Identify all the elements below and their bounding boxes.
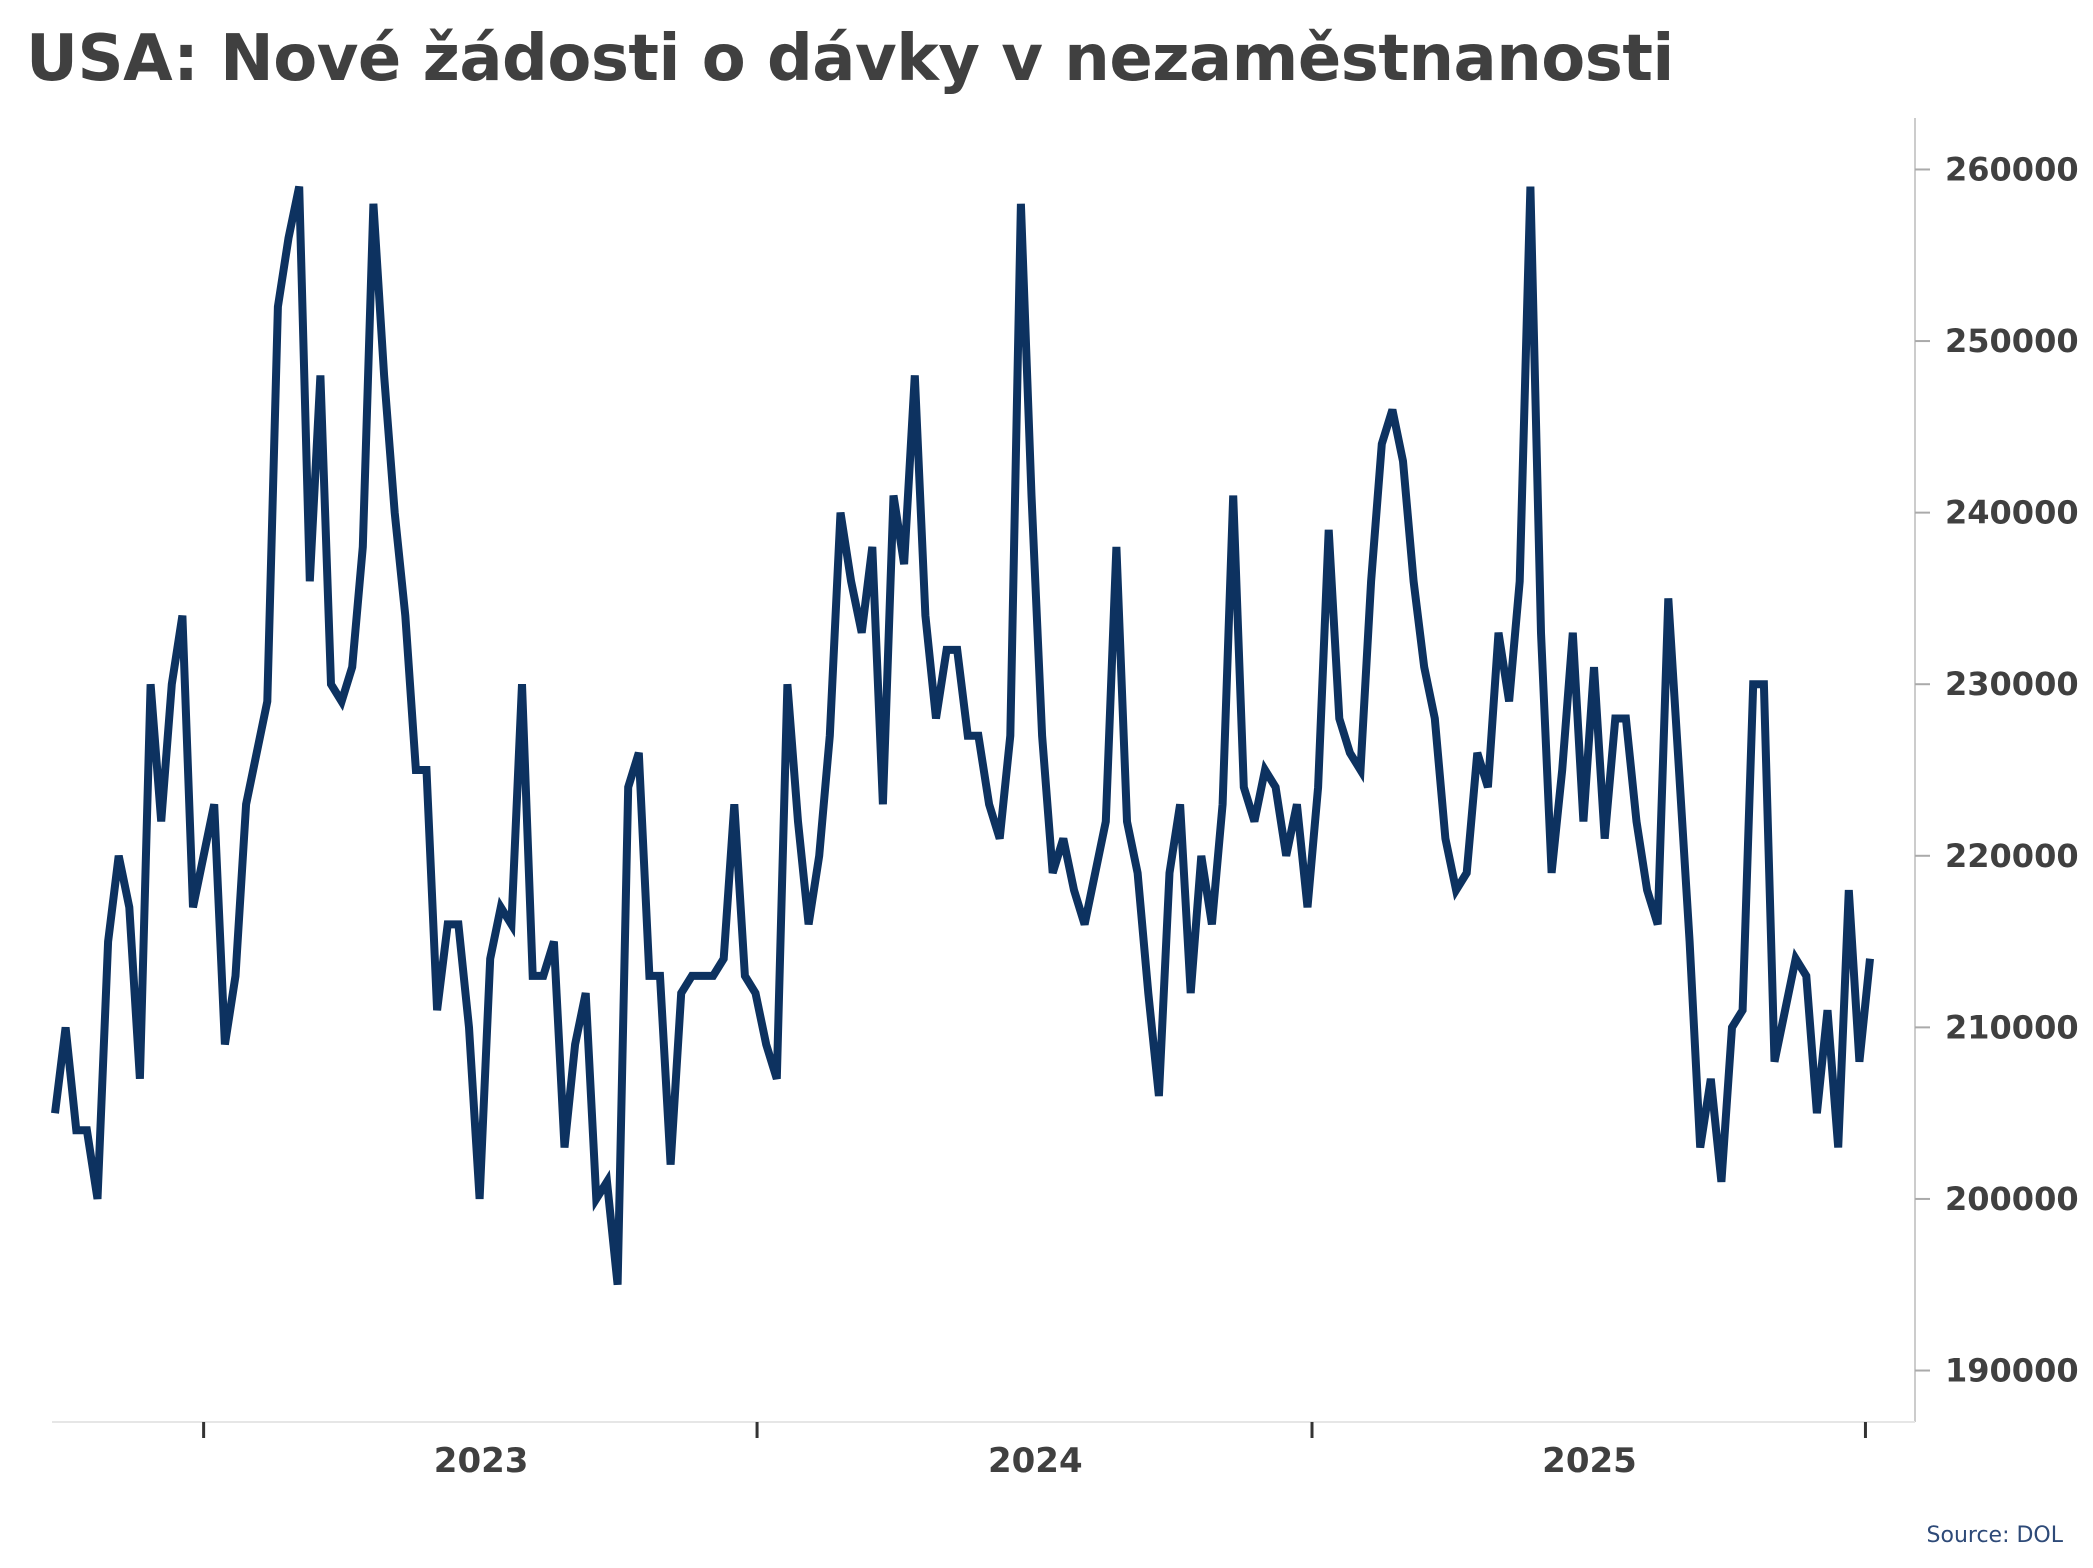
series-layer — [51, 185, 1874, 1286]
y-tick-label: 220000 — [1945, 837, 2079, 875]
y-tick-label: 230000 — [1945, 665, 2079, 703]
x-axis-ticks: 2023 2024 2025 — [202, 1422, 1867, 1481]
source-note: Source: DOL — [1926, 1523, 2063, 1548]
y-axis-ticks: 190000 200000 210000 220000 230000 240000 2500… — [1915, 150, 2079, 1390]
x-tick-label: 2025 — [1542, 1441, 1637, 1481]
y-tick-label: 190000 — [1945, 1352, 2079, 1390]
y-tick-label: 240000 — [1945, 494, 2079, 532]
y-tick-label: 250000 — [1945, 322, 2079, 360]
series-line — [51, 185, 1874, 1286]
y-tick-label: 200000 — [1945, 1180, 2079, 1218]
y-tick-label: 260000 — [1945, 150, 2079, 188]
x-tick-label: 2024 — [988, 1441, 1083, 1481]
x-tick-label: 2023 — [434, 1441, 529, 1481]
chart-title: USA: Nové žádosti o dávky v nezaměstnano… — [26, 22, 1674, 96]
y-tick-label: 210000 — [1945, 1008, 2079, 1046]
